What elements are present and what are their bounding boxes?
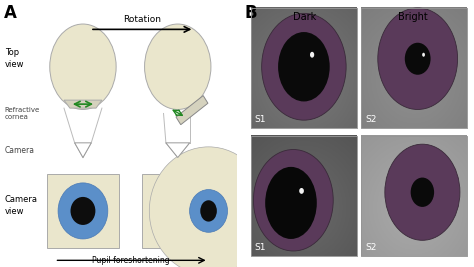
Polygon shape (64, 100, 102, 108)
Ellipse shape (149, 147, 268, 267)
Ellipse shape (58, 183, 108, 239)
Text: Top
view: Top view (5, 48, 24, 69)
Ellipse shape (262, 13, 346, 120)
Ellipse shape (50, 24, 116, 109)
Bar (251, 8, 356, 128)
Text: Rotation: Rotation (123, 15, 161, 24)
Bar (361, 136, 467, 256)
Ellipse shape (201, 200, 217, 222)
Ellipse shape (378, 8, 457, 109)
Text: A: A (4, 4, 17, 22)
Ellipse shape (254, 150, 333, 251)
Ellipse shape (265, 167, 317, 239)
Bar (361, 136, 467, 256)
Text: S2: S2 (365, 115, 376, 124)
Bar (142, 174, 213, 248)
Bar (361, 8, 467, 128)
Text: S1: S1 (255, 115, 266, 124)
Ellipse shape (71, 197, 95, 225)
Text: Dark: Dark (293, 12, 317, 22)
Ellipse shape (278, 32, 330, 101)
Bar (176, 96, 208, 125)
Text: Bright: Bright (398, 12, 428, 22)
Bar (361, 8, 467, 128)
Text: S1: S1 (255, 243, 266, 252)
Ellipse shape (385, 144, 460, 240)
Text: Camera
view: Camera view (5, 195, 38, 216)
Bar (251, 136, 356, 256)
Text: Pupil foreshortening: Pupil foreshortening (91, 256, 169, 265)
Ellipse shape (190, 190, 228, 232)
Ellipse shape (145, 24, 211, 109)
Text: S2: S2 (365, 243, 376, 252)
Text: Camera: Camera (5, 146, 35, 155)
Ellipse shape (405, 43, 430, 75)
Ellipse shape (410, 178, 434, 207)
Polygon shape (75, 143, 91, 158)
Ellipse shape (51, 176, 115, 246)
Ellipse shape (422, 53, 425, 57)
Polygon shape (166, 143, 190, 158)
Ellipse shape (310, 52, 314, 58)
Ellipse shape (299, 188, 304, 194)
Text: B: B (244, 4, 257, 22)
Bar (251, 8, 356, 128)
Bar (47, 174, 118, 248)
Bar (251, 136, 356, 256)
Text: Refractive
cornea: Refractive cornea (5, 107, 40, 120)
